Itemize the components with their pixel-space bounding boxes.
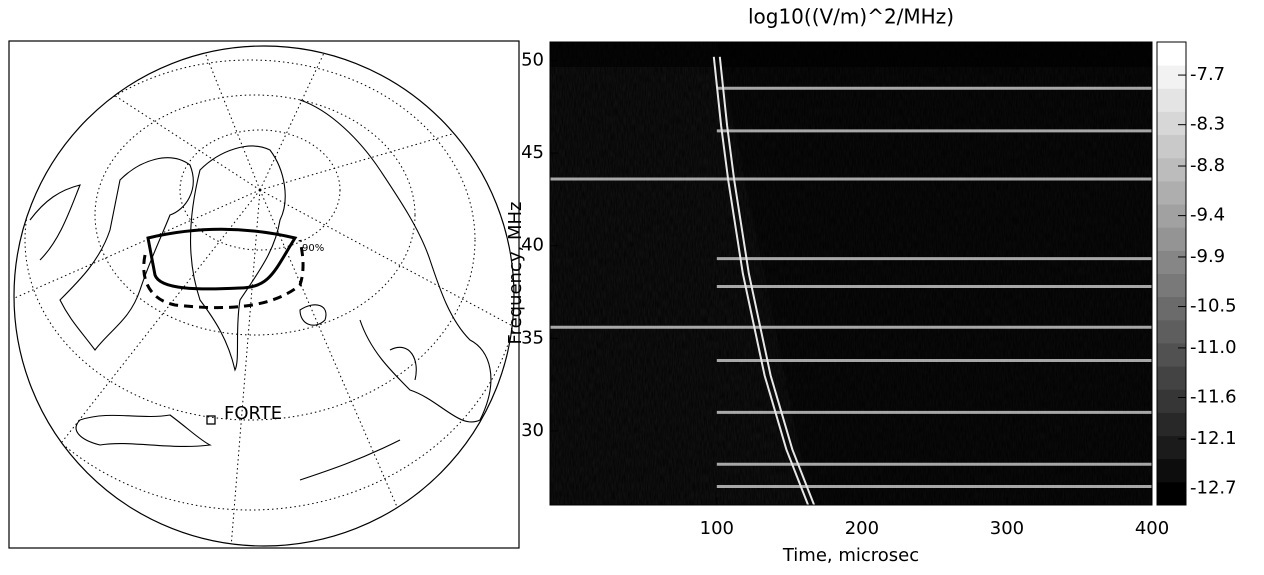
x-tick-label: 100 [700, 518, 734, 539]
colorbar-band [1157, 134, 1186, 159]
colorbar-band [1157, 342, 1186, 367]
colorbar-tick-label: -9.9 [1190, 246, 1225, 267]
x-tick-label: 200 [845, 518, 879, 539]
heatmap [550, 42, 1152, 505]
colorbar-tick-label: -12.7 [1190, 477, 1237, 498]
y-tick-label: 45 [521, 142, 544, 163]
x-tick-label: 400 [1135, 518, 1169, 539]
map-panel: 90% FORTE [8, 40, 520, 549]
graticule [14, 46, 514, 546]
y-tick-label: 40 [521, 235, 544, 256]
y-tick-label: 30 [521, 420, 544, 441]
colorbar-band [1157, 273, 1186, 298]
coastlines [29, 99, 492, 481]
solid-contour [146, 227, 298, 291]
colorbar-tick-label: -9.4 [1190, 205, 1225, 226]
colorbar-band [1157, 481, 1186, 506]
colorbar-band [1157, 296, 1186, 321]
chirp-trace [718, 56, 816, 505]
globe [13, 45, 515, 547]
spectrogram-panel: log10((V/m)^2/MHz) Time, microsec Freque… [505, 5, 1237, 567]
colorbar-band [1157, 389, 1186, 413]
y-axis-label: Frequency, MHz [505, 202, 526, 345]
y-tick-label: 35 [521, 327, 544, 348]
colorbar-tick-label: -12.1 [1190, 428, 1237, 449]
colorbar: -7.7 -8.3 -8.8 -9.4 -9.9 -10.5 -11.0 -11.6 -12.1… [1157, 42, 1237, 506]
colorbar-band [1157, 435, 1186, 460]
plot-frame [549, 41, 1153, 506]
forte-label: FORTE [224, 403, 282, 424]
heatmap-features [550, 42, 1152, 505]
heatmap-noise [550, 42, 1152, 505]
colorbar-band [1157, 458, 1186, 483]
colorbar-tick-label: -10.5 [1190, 296, 1237, 317]
colorbar-band [1157, 412, 1186, 437]
colorbar-band [1157, 250, 1186, 274]
x-axis-label: Time, microsec [782, 545, 919, 566]
colorbar-band [1157, 111, 1186, 136]
colorbar-band [1157, 157, 1186, 182]
colorbar-tick-label: -8.3 [1190, 114, 1225, 135]
x-tick-label: 300 [990, 518, 1024, 539]
forte-marker [206, 415, 216, 425]
map-frame [8, 40, 520, 549]
colorbar-band [1157, 366, 1186, 390]
colorbar-band [1157, 319, 1186, 344]
colorbar-band [1157, 180, 1186, 205]
colorbar-band [1157, 65, 1186, 89]
chirp-trace [712, 56, 810, 505]
dashed-contour [142, 239, 305, 310]
colorbar-band [1157, 204, 1186, 228]
colorbar-band [1157, 227, 1186, 251]
post-burst-shade [716, 42, 1152, 505]
y-tick-label: 50 [521, 50, 544, 71]
colorbar-tick-label: -11.6 [1190, 387, 1237, 408]
colorbar-frame [1156, 41, 1187, 506]
heatmap-top-shade [550, 42, 1152, 67]
colorbar-band [1157, 42, 1186, 66]
chart-title: log10((V/m)^2/MHz) [748, 5, 954, 29]
colorbar-tick-label: -11.0 [1190, 337, 1237, 358]
colorbar-tick-label: -7.7 [1190, 64, 1225, 85]
colorbar-tick-label: -8.8 [1190, 155, 1225, 176]
colorbar-band [1157, 88, 1186, 112]
contour-label: 90% [302, 243, 324, 254]
